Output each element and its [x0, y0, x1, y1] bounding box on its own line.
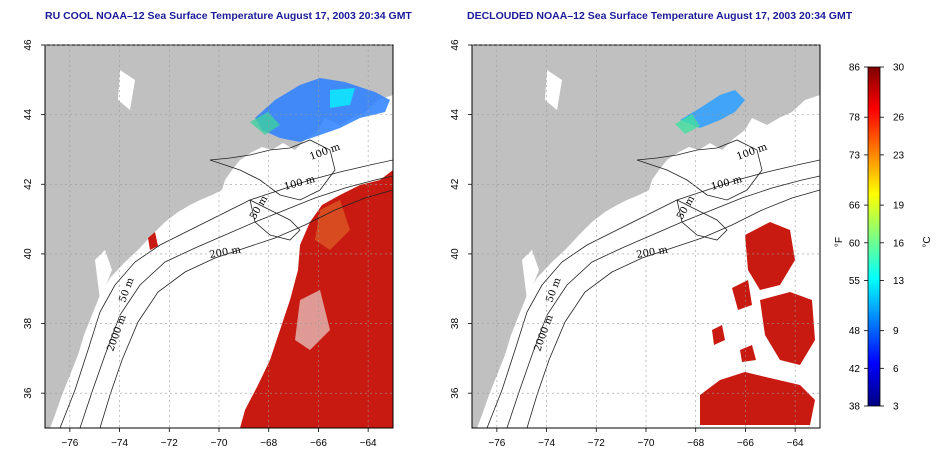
- right-gridlines: [472, 44, 820, 428]
- colorbar-c-tick-label: 6: [893, 364, 899, 375]
- cold-sst-patch: [680, 90, 745, 128]
- y-tick-label: 46: [23, 39, 34, 51]
- x-tick-label: −64: [360, 438, 377, 449]
- left-gridlines: [45, 44, 393, 428]
- colorbar: 86 78 73 66 60 55 48 42 38 30 26 23 19 16 13 9 6 3 °F °C: [834, 63, 933, 413]
- colorbar-c-tick-label: 9: [893, 326, 899, 337]
- warm-sst-patches: [700, 222, 815, 425]
- colorbar-f-tick-label: 38: [849, 402, 861, 413]
- y-tick-label: 36: [23, 387, 34, 399]
- colorbar-f-tick-label: 86: [849, 63, 861, 74]
- x-tick-label: −66: [737, 438, 754, 449]
- colorbar-f-tick-label: 78: [849, 113, 861, 124]
- x-tick-label: −66: [310, 438, 327, 449]
- colorbar-c-tick-label: 16: [893, 238, 905, 249]
- y-tick-label: 42: [23, 178, 34, 190]
- y-tick-label: 40: [450, 248, 461, 260]
- y-tick-label: 44: [23, 109, 34, 121]
- y-tick-label: 36: [450, 387, 461, 399]
- x-tick-label: −72: [588, 438, 605, 449]
- colorbar-c-tick-label: 23: [893, 150, 905, 161]
- colorbar-f-tick-label: 60: [849, 238, 861, 249]
- left-panel-title: RU COOL NOAA–12 Sea Surface Temperature …: [45, 10, 412, 22]
- land-mass: [472, 45, 820, 428]
- x-tick-label: −70: [638, 438, 655, 449]
- x-tick-label: −68: [260, 438, 277, 449]
- colorbar-c-tick-label: 26: [893, 113, 905, 124]
- fahrenheit-axis-label: °F: [834, 237, 845, 247]
- y-tick-label: 44: [450, 109, 461, 121]
- x-tick-label: −74: [111, 438, 128, 449]
- colorbar-celsius-ticks: 30 26 23 19 16 13 9 6 3: [880, 63, 905, 413]
- island-nova-scotia: [747, 80, 812, 114]
- right-x-ticks: −76 −74 −72 −70 −68 −66 −64: [488, 428, 804, 449]
- x-tick-label: −72: [161, 438, 178, 449]
- y-tick-label: 40: [23, 248, 34, 260]
- x-tick-label: −76: [488, 438, 505, 449]
- y-tick-label: 42: [450, 178, 461, 190]
- left-x-ticks: −76 −74 −72 −70 −68 −66 −64: [61, 428, 377, 449]
- x-tick-label: −70: [211, 438, 228, 449]
- colorbar-fahrenheit-ticks: 86 78 73 66 60 55 48 42 38: [849, 63, 868, 413]
- x-tick-label: −64: [787, 438, 804, 449]
- colorbar-scale: [867, 66, 881, 407]
- colorbar-f-tick-label: 73: [849, 150, 861, 161]
- colorbar-f-tick-label: 55: [849, 276, 861, 287]
- colorbar-f-tick-label: 66: [849, 201, 861, 212]
- y-tick-label: 38: [23, 318, 34, 330]
- colorbar-c-tick-label: 19: [893, 201, 905, 212]
- x-tick-label: −68: [687, 438, 704, 449]
- y-tick-label: 38: [450, 318, 461, 330]
- x-tick-label: −74: [538, 438, 555, 449]
- right-y-ticks: 36 38 40 42 44 46: [450, 39, 472, 399]
- colorbar-c-tick-label: 3: [893, 402, 899, 413]
- right-panel-title: DECLOUDED NOAA–12 Sea Surface Temperatur…: [467, 10, 853, 22]
- x-tick-label: −76: [61, 438, 78, 449]
- colorbar-c-tick-label: 30: [893, 63, 905, 74]
- celsius-axis-label: °C: [922, 236, 933, 247]
- y-tick-label: 46: [450, 39, 461, 51]
- left-y-ticks: 36 38 40 42 44 46: [23, 39, 45, 399]
- colorbar-c-tick-label: 13: [893, 276, 905, 287]
- colorbar-f-tick-label: 42: [849, 364, 861, 375]
- land-mass: [45, 45, 393, 428]
- cold-sst-patch: [255, 78, 390, 142]
- colorbar-f-tick-label: 48: [849, 326, 861, 337]
